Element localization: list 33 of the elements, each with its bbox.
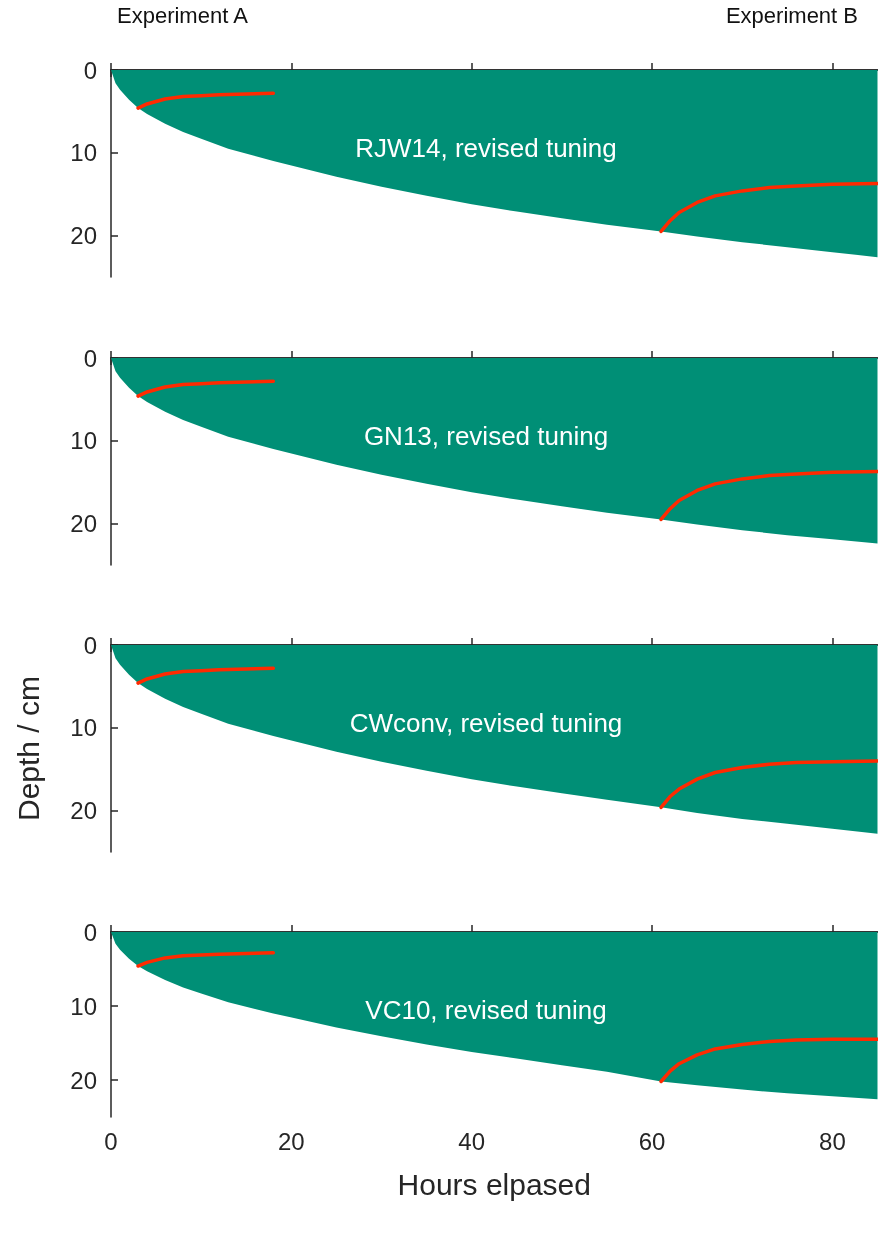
y-tick-label: 10 xyxy=(70,714,97,742)
line-series xyxy=(136,950,276,968)
y-tick-label: 10 xyxy=(70,139,97,167)
text: RJW14, revised tuning xyxy=(355,133,617,163)
text: GN13, revised tuning xyxy=(363,421,609,451)
y-tick-label: 20 xyxy=(70,1066,97,1094)
line-series xyxy=(136,666,276,685)
y-tick-label: 0 xyxy=(83,631,97,659)
line-series xyxy=(659,1037,878,1084)
x-axis-title: Hours elpased xyxy=(397,1167,591,1201)
y-tick-label: 20 xyxy=(70,797,97,825)
y-tick-label: 20 xyxy=(70,222,97,250)
text: Experiment A xyxy=(117,2,249,28)
x-tick-label: 40 xyxy=(458,1127,486,1155)
line-series xyxy=(659,759,878,810)
x-tick-label: 0 xyxy=(104,1127,118,1155)
x-tick-label: 60 xyxy=(638,1127,666,1155)
y-tick-label: 0 xyxy=(83,344,97,372)
y-tick-label: 20 xyxy=(70,510,97,538)
line-series xyxy=(136,379,276,398)
y-axis-title: Depth / cm xyxy=(11,675,45,822)
line-series xyxy=(136,91,276,110)
y-tick-label: 10 xyxy=(70,427,97,455)
y-tick-label: 10 xyxy=(70,992,97,1020)
line-series xyxy=(659,181,878,234)
x-tick-label: 20 xyxy=(278,1127,305,1155)
text: Experiment B xyxy=(725,2,859,28)
text: VC10, revised tuning xyxy=(365,995,607,1025)
y-tick-label: 0 xyxy=(83,56,97,84)
line-series xyxy=(659,469,878,522)
text: CWconv, revised tuning xyxy=(349,708,623,738)
y-tick-label: 0 xyxy=(83,918,97,946)
x-tick-label: 80 xyxy=(819,1127,846,1155)
